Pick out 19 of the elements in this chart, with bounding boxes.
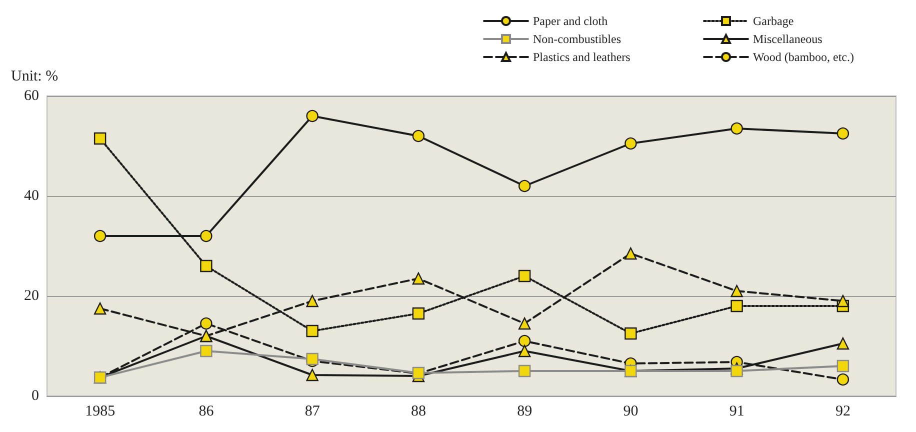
y-axis-title: Unit: % (11, 68, 58, 84)
legend-label: Garbage (753, 14, 794, 28)
x-tick-label: 1985 (85, 404, 116, 420)
legend-label: Non-combustibles (533, 32, 622, 46)
x-tick-label: 89 (517, 404, 532, 420)
y-tick-label: 60 (24, 88, 39, 104)
legend-label: Paper and cloth (533, 14, 608, 28)
y-tick-label: 20 (24, 288, 39, 304)
x-tick-label: 87 (304, 404, 320, 420)
x-tick-label: 92 (835, 404, 850, 420)
x-tick-label: 91 (729, 404, 744, 420)
legend-label: Miscellaneous (753, 32, 823, 46)
legend-label: Wood (bamboo, etc.) (753, 50, 854, 64)
legend-label: Plastics and leathers (533, 50, 631, 64)
y-tick-label: 0 (32, 388, 39, 404)
y-tick-label: 40 (24, 188, 39, 204)
x-tick-label: 86 (198, 404, 214, 420)
x-tick-label: 88 (410, 404, 426, 420)
x-tick-label: 90 (623, 404, 638, 420)
